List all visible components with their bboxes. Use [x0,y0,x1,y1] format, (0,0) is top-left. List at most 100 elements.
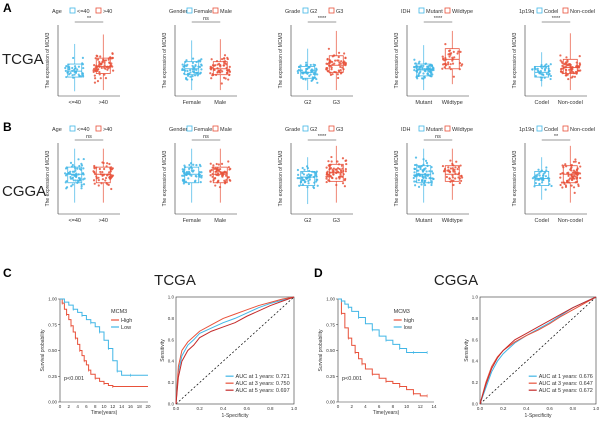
data-point [69,72,72,75]
data-point [540,67,544,70]
data-point [221,70,224,73]
data-point [570,178,574,182]
data-point [296,177,299,180]
legend-key [444,7,451,14]
data-point [339,65,342,69]
category-label: G2 [304,218,311,224]
data-point [98,167,101,171]
y-axis-label: The expression of MCM3 [394,32,400,88]
data-point [413,65,416,69]
data-point [316,73,319,76]
data-point [220,58,224,61]
data-point [341,182,345,185]
data-point [63,172,67,175]
data-point [565,69,568,72]
data-point [442,170,446,173]
x-tick-label: 0.2 [500,406,507,411]
data-point [111,52,114,56]
x-tick-label: 2 [68,404,71,409]
data-point [305,177,309,180]
data-point [199,71,202,74]
data-point [210,77,213,80]
data-point [81,56,84,59]
legend-label: AUC at 5 years: 0.672 [539,388,593,394]
data-point [228,178,231,182]
data-point [541,179,544,182]
data-point [296,71,300,75]
data-point [337,55,340,59]
data-point [223,171,226,174]
data-point [220,171,223,174]
data-point [578,172,582,175]
data-point [104,176,108,180]
data-point [209,67,212,70]
data-point [80,164,84,167]
data-point [74,174,78,177]
p-value: p<0.001 [342,376,362,382]
data-point [111,65,114,68]
data-point [186,63,189,66]
data-point [71,183,74,186]
data-point [93,63,96,67]
legend-title: Grade [285,127,300,133]
data-point [69,161,73,165]
data-point [306,72,309,75]
data-point [107,67,110,70]
data-point [101,60,104,64]
data-point [316,81,319,84]
data-point [305,67,309,71]
data-point [329,73,333,76]
data-point [560,181,564,184]
data-point [452,170,455,173]
data-point [430,183,433,187]
box [444,165,460,182]
data-point [93,81,97,84]
data-point [195,164,198,167]
data-point [330,68,333,71]
category-label: Wildtype [442,100,463,106]
legend-title: MCM3 [111,309,127,315]
data-point [71,163,74,167]
x-tick-label: 1.0 [291,406,298,411]
x-tick-label: 0 [59,404,62,409]
data-point [97,176,100,179]
category-label: G3 [333,100,340,106]
data-point [218,69,221,73]
data-point [344,159,347,162]
data-point [573,191,576,194]
data-point [101,171,104,174]
data-point [94,69,97,72]
data-point [461,176,464,179]
data-point [98,60,101,64]
x-tick-label: 0.8 [570,406,577,411]
data-point [325,177,328,180]
data-point [335,168,338,171]
data-point [77,73,80,76]
y-axis-label: The expression of MCM3 [162,150,168,206]
data-point [424,159,428,162]
data-point [191,61,195,64]
data-point [306,174,309,177]
x-tick-label: 1.0 [593,406,600,411]
legend-title: IDH [401,9,411,15]
legend-key [444,125,451,132]
data-point [220,162,224,166]
data-point [82,157,85,161]
data-point [538,174,541,177]
box [184,166,200,184]
data-point [572,160,576,163]
data-point [304,78,307,81]
data-point [96,69,99,73]
y-tick-label: 0.2 [472,380,479,385]
data-point [453,56,456,59]
category-label: Wildtype [442,218,463,224]
data-point [100,62,103,65]
signif-label: ns [203,134,209,140]
data-point [296,168,300,172]
data-point [73,67,77,70]
data-point [578,55,581,58]
legend-label: High [121,318,132,324]
legend-label: Male [220,127,232,133]
data-point [185,171,188,174]
